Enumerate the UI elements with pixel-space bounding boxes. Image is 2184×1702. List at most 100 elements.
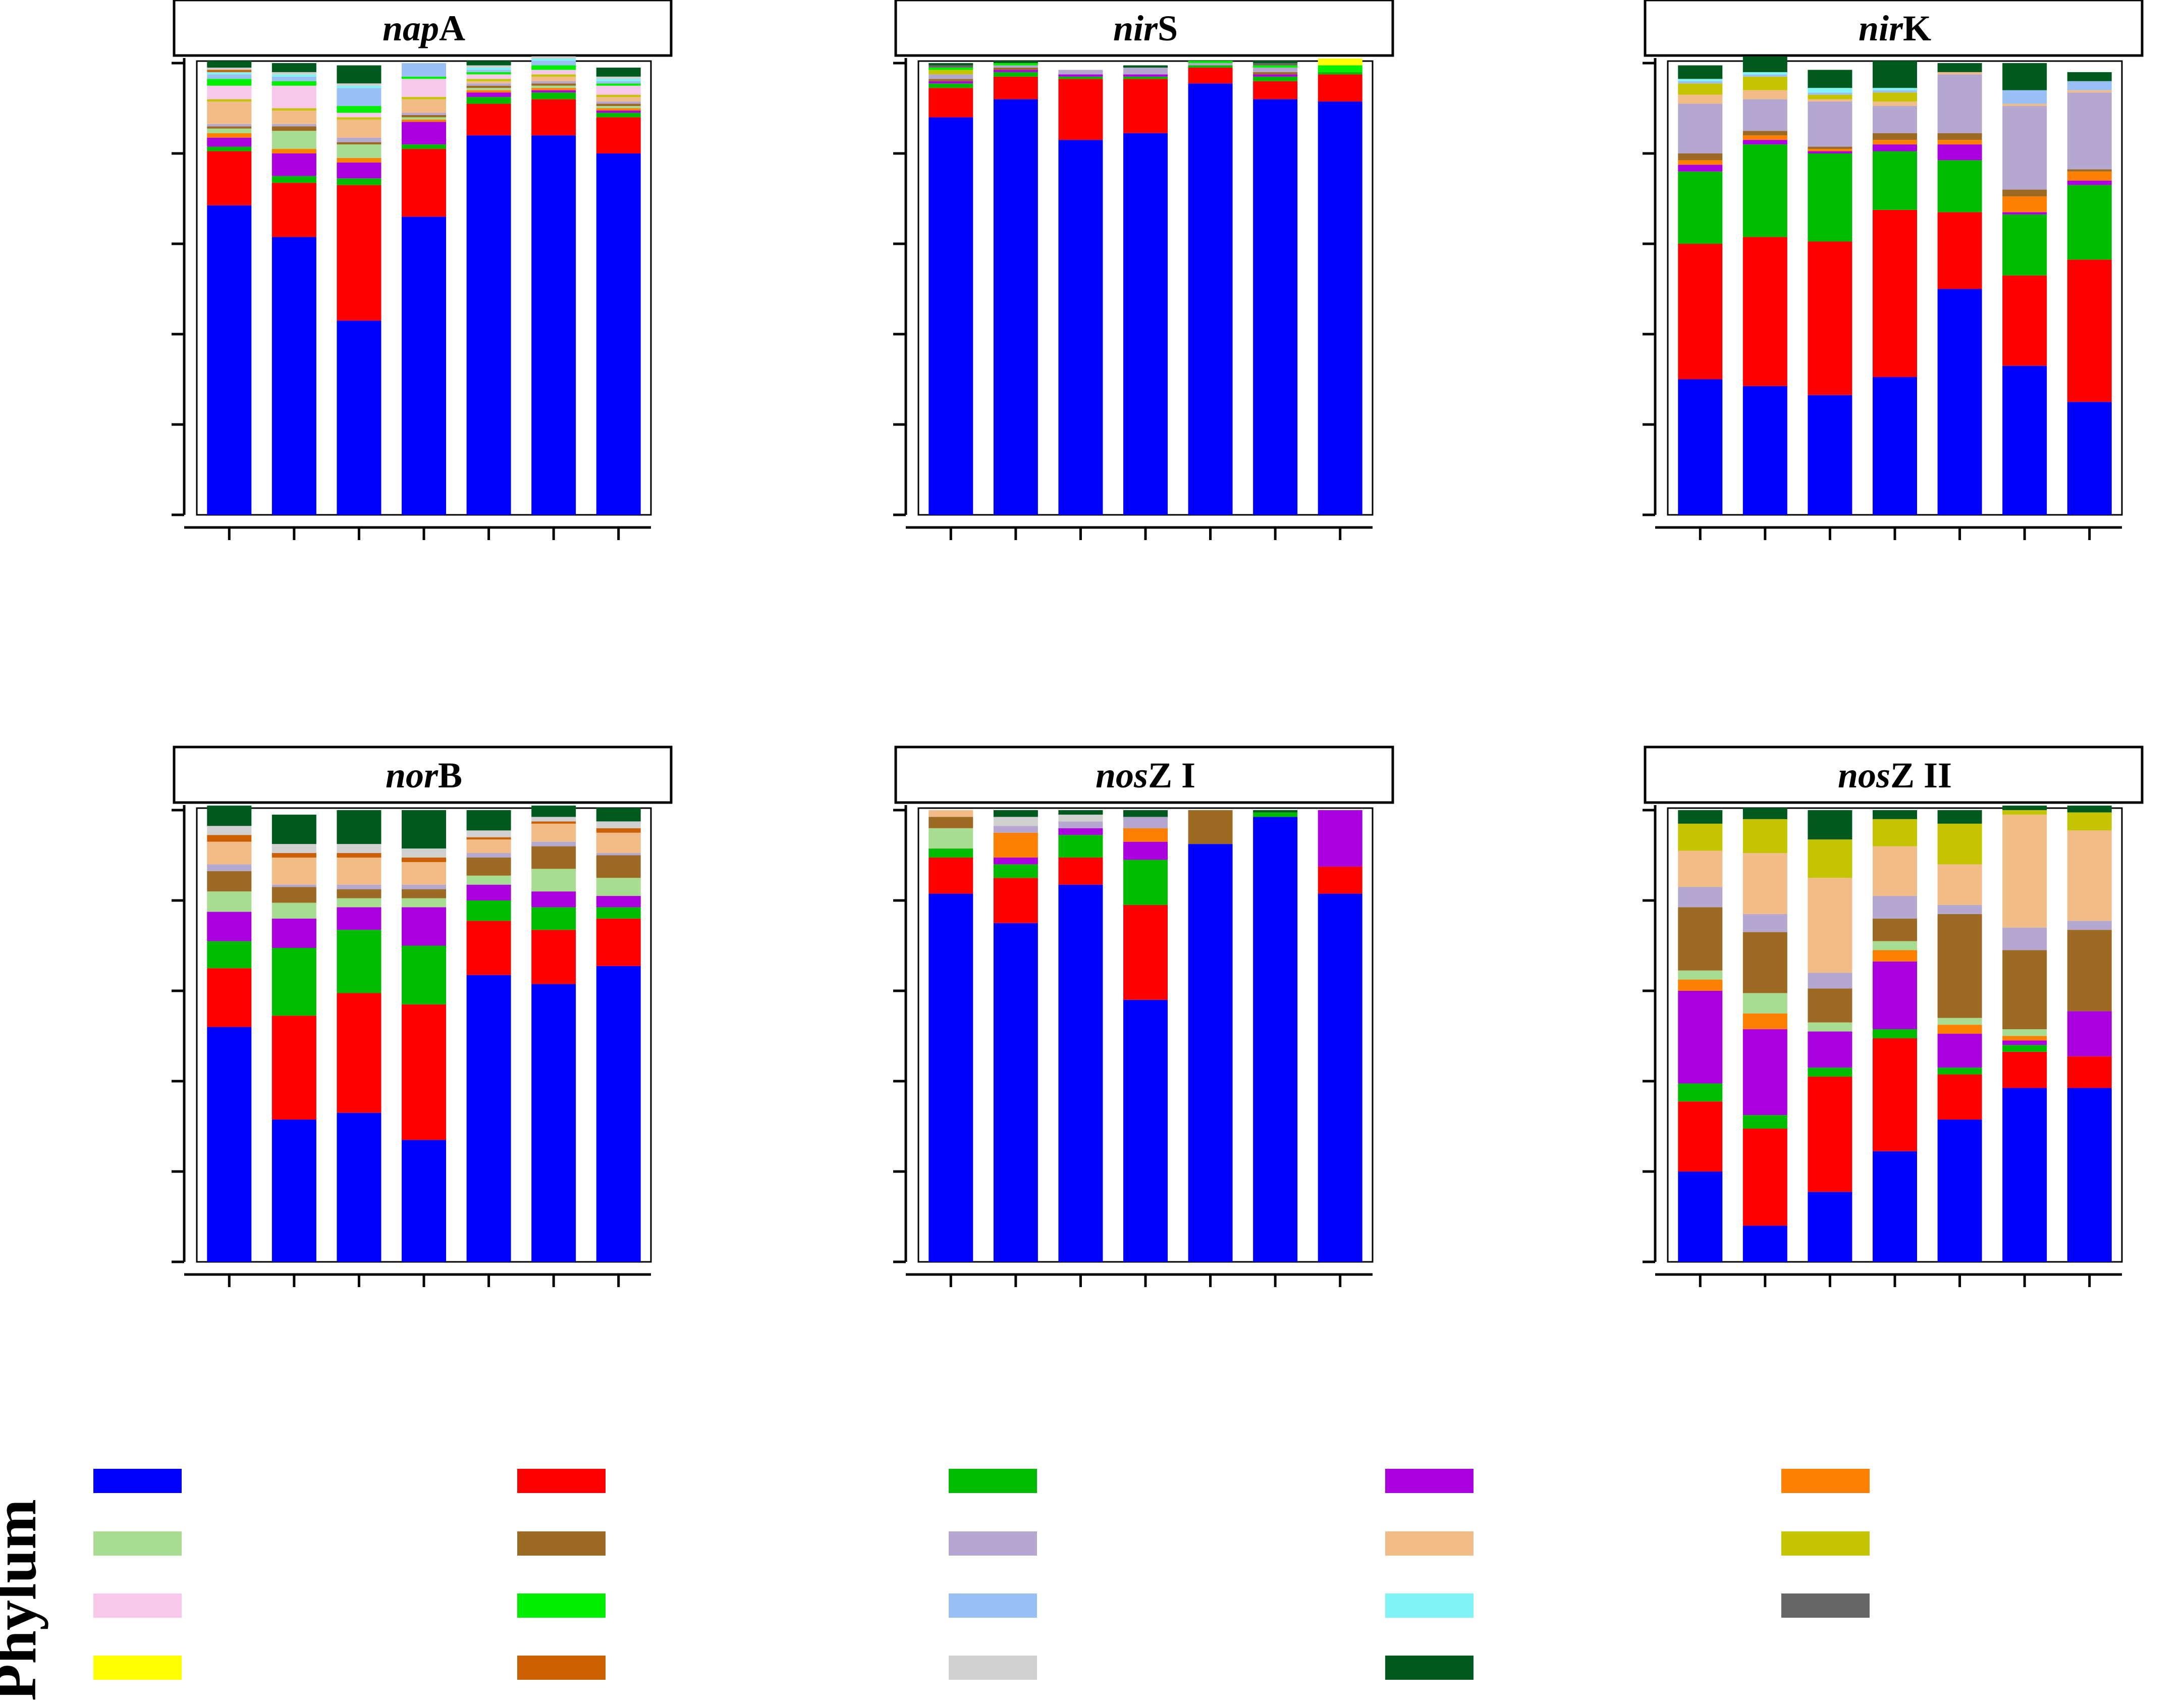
bar-segment-bacteroidetes [466,85,511,88]
bar-segment-verrucomicrobia [1873,950,1917,962]
bar-segment-proteobacteria [1188,83,1233,515]
bar-segment-bacteroidetes [207,126,252,129]
bar-segment-actinobacteria [1123,76,1168,79]
bar-segment-desulfobacterota_f [929,67,973,70]
bar-segment-unclassify [1808,241,1852,395]
legend-item-deinococcota [93,1656,182,1680]
bar-segment-verrucomicrobia [402,119,446,122]
bar-segment-bacteroidetes [402,115,446,118]
panel-title-box [894,0,1394,57]
bar-segment-proteobacteria [929,117,973,515]
bar-segment-gemmatimonadetes [1873,819,1917,846]
bar-segment-myxococcus [1678,991,1723,1084]
bar-segment-gemmatimonadetes [2002,810,2047,815]
bar-segment-halobacteriota [466,830,511,837]
bar-segment-proteobacteria [596,153,641,515]
bar-segment-planctomycetes [466,875,511,885]
bar-segment-myxococcus [2067,1011,2112,1056]
bar-segment-nitrospirae [402,63,446,77]
bar-segment-bacteroidetes [1742,932,1787,993]
bar-segment-acidobacteria [1873,846,1917,896]
bar-segment-proteobacteria [596,966,641,1262]
bar-segment-actinobacteria [1058,835,1103,858]
bar-segment-unclassify [1318,866,1362,894]
bar-segment-acidobacteria [1937,864,1982,905]
bar-segment-actinobacteria [207,146,252,151]
bar-segment-proteobacteria [1873,377,1917,515]
bar-segment-nitrospirae [466,70,511,72]
bar-segment-others [1742,808,1787,819]
bar-segment-acidobacteria [466,81,511,84]
bar-segment-unclassify [1678,244,1723,380]
panel-title: nosZ I [1096,755,1195,795]
bar-segment-acidobacteria [207,841,252,865]
bar-segment-desulfobacterota_f [1253,65,1298,68]
bar-segment-others [271,63,316,72]
bar-segment-halobacteriota [207,67,252,70]
bar-segment-acidobacteria [1678,94,1723,104]
bar-segment-proteobacteria [1937,1120,1982,1262]
bar-segment-verrucomicrobia [2002,1036,2047,1041]
bar-segment-unclassify [1937,1074,1982,1120]
bar-segment-bacteroidetes [337,889,381,898]
bar-segment-myxococcus [1058,828,1103,835]
bar-segment-myxococcus [596,110,641,113]
bar-segment-desulfobacterota_f [402,76,446,79]
bar-segment-actinobacteria [466,900,511,921]
bar-segment-bacteroidetes [2067,169,2112,172]
panel-title-suffix: K [1903,8,1931,48]
bar-segment-chloroflexi [1808,101,1852,147]
bar-segment-others [1873,810,1917,819]
bar-segment-myxococcus [207,137,252,147]
bar-segment-planctomycetes [531,85,576,88]
bar-segment-gemmatimonadetes [1937,823,1982,865]
bar-segment-gemmatimonadetes [1742,819,1787,854]
bar-segment-planctomycetes [1742,993,1787,1014]
bar-segment-actinobacteria [596,113,641,118]
bar-segment-verrucomicrobia [1742,1013,1787,1030]
bar-segment-others [207,806,252,826]
bar-segment-desulfobacterota_f [337,106,381,113]
bar-segment-unclassify [1808,1077,1852,1192]
bar-segment-gemmatimonadetes [1678,83,1723,95]
bar-segment-acidobacteria [596,97,641,102]
bar-segment-proteobacteria [1678,1172,1723,1262]
bar-segment-actinobacteria [1808,1068,1852,1077]
bar-segment-proteobacteria [1058,140,1103,515]
bar-segment-chloroflexi [1937,905,1982,914]
legend-item-desulfobacterota [93,1593,182,1618]
panel-title-box [173,746,673,804]
bar-segment-proteobacteria [993,99,1038,515]
bar-segment-halobacteriota [1058,814,1103,822]
bar-segment-acidobacteria [402,99,446,113]
bar-segment-myxococcus [1742,140,1787,145]
bar-segment-gemmatimonadetes [929,70,973,75]
bar-segment-unclassify [402,1004,446,1140]
bar-segment-actinobacteria [1873,151,1917,210]
bar-segment-nitrospirae [1808,92,1852,95]
bar-segment-planctomycetes [1937,1018,1982,1025]
bar-segment-myxococcus [402,122,446,145]
bar-segment-verrucomicrobia [2067,171,2112,181]
bar-segment-desulfobacterota [466,74,511,79]
bar-segment-myxococcus [2067,180,2112,185]
bar-segment-acidobacteria [1937,72,1982,75]
bar-segment-chloroflexi [1058,70,1103,75]
bar-segment-desulfobacterota_f [1318,65,1362,72]
legend-item-actinobacteria [949,1469,1037,1493]
bar-segment-bacteroidetes [596,103,641,107]
bar-segment-gemmatimonadetes [1742,76,1787,90]
bar-segment-acidobacteria [2067,830,2112,921]
panel-f: nosZ II [1643,746,2144,1287]
bar-segment-proteobacteria [2067,402,2112,515]
bar-segment-chloroflexi [993,826,1038,833]
bar-segment-acidobacteria [337,857,381,885]
bar-segment-unclassify [1058,79,1103,140]
bar-segment-actinobacteria [929,848,973,858]
bar-segment-myxococcus [1937,1034,1982,1068]
bar-segment-myxococcus [993,857,1038,865]
legend-item-desulfobacterota_f [517,1593,606,1618]
bar-segment-verrucomicrobia [1123,828,1168,842]
bar-segment-others [596,808,641,822]
legend-item-planctomycetes [93,1531,182,1556]
